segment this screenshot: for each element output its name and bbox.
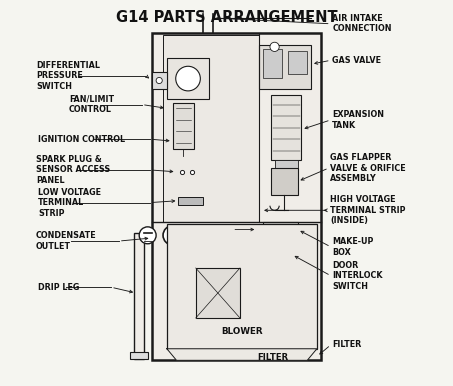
Bar xyxy=(196,268,240,318)
Text: G14 PARTS ARRANGEMENT: G14 PARTS ARRANGEMENT xyxy=(116,10,337,25)
Bar xyxy=(263,222,298,237)
Text: SPARK PLUG &
SENSOR ACCESS
PANEL: SPARK PLUG & SENSOR ACCESS PANEL xyxy=(36,155,111,185)
Circle shape xyxy=(139,227,156,244)
Circle shape xyxy=(176,66,200,91)
Text: BLOWER: BLOWER xyxy=(221,327,263,336)
Circle shape xyxy=(270,42,279,51)
Bar xyxy=(279,249,292,260)
Circle shape xyxy=(163,226,182,245)
Text: LOW VOLTAGE
TERMINAL
STRIP: LOW VOLTAGE TERMINAL STRIP xyxy=(38,188,101,218)
Bar xyxy=(275,160,298,176)
Text: CONDENSATE
OUTLET: CONDENSATE OUTLET xyxy=(36,231,97,251)
Polygon shape xyxy=(167,349,317,360)
Bar xyxy=(271,95,302,160)
Bar xyxy=(173,103,194,149)
Text: HIGH VOLTAGE
TERMINAL STRIP
(INSIDE): HIGH VOLTAGE TERMINAL STRIP (INSIDE) xyxy=(330,195,406,225)
Bar xyxy=(259,45,311,89)
Bar xyxy=(151,72,167,89)
Text: EXPANSION
TANK: EXPANSION TANK xyxy=(332,110,384,130)
Bar xyxy=(151,33,321,360)
Bar xyxy=(288,51,307,74)
Text: DRIP LEG: DRIP LEG xyxy=(38,283,79,292)
Bar xyxy=(134,234,144,359)
Text: IGNITION CONTROL: IGNITION CONTROL xyxy=(38,135,125,144)
Bar xyxy=(163,35,259,222)
Text: GAS VALVE: GAS VALVE xyxy=(332,56,381,65)
Bar xyxy=(130,352,148,359)
Text: FILTER: FILTER xyxy=(332,340,361,349)
Text: MAKE-UP
BOX: MAKE-UP BOX xyxy=(332,237,374,257)
Text: FILTER: FILTER xyxy=(257,353,288,362)
Bar xyxy=(167,58,209,99)
Bar xyxy=(271,168,298,195)
Circle shape xyxy=(156,78,162,84)
Bar xyxy=(263,49,282,78)
Text: DIFFERENTIAL
PRESSURE
SWITCH: DIFFERENTIAL PRESSURE SWITCH xyxy=(36,61,100,91)
Text: DOOR
INTERLOCK
SWITCH: DOOR INTERLOCK SWITCH xyxy=(332,261,383,291)
Bar xyxy=(167,224,317,349)
Text: AIR INTAKE
CONNECTION: AIR INTAKE CONNECTION xyxy=(332,14,392,34)
Bar xyxy=(178,197,203,205)
Text: FAN/LIMIT
CONTROL: FAN/LIMIT CONTROL xyxy=(69,95,114,114)
Text: GAS FLAPPER
VALVE & ORIFICE
ASSEMBLY: GAS FLAPPER VALVE & ORIFICE ASSEMBLY xyxy=(330,153,406,183)
